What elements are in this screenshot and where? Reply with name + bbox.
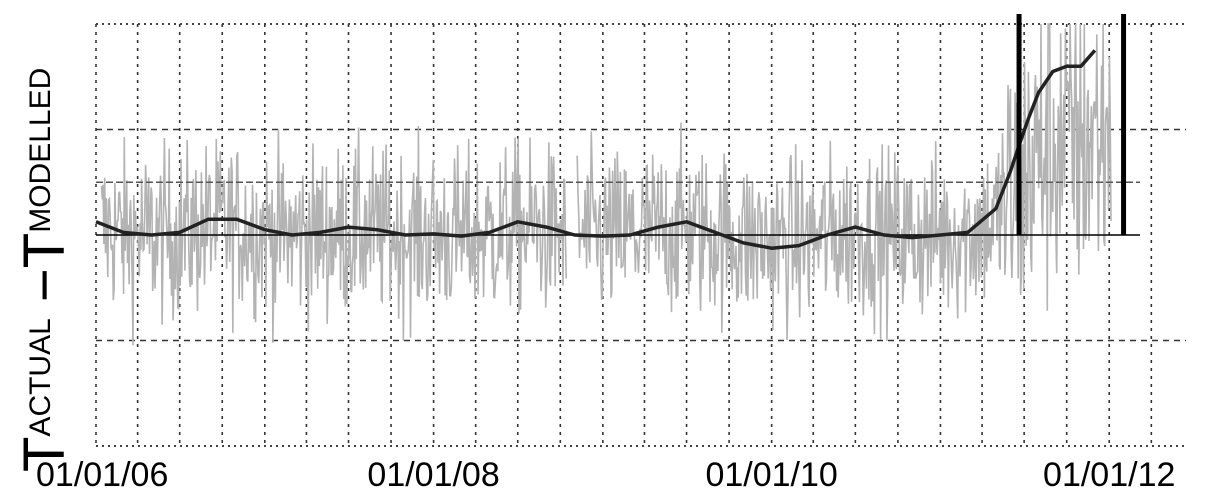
x-tick-label: 01/01/12 <box>1043 456 1175 494</box>
smoothed-line <box>95 49 1097 250</box>
x-tick-label: 01/01/06 <box>36 456 168 494</box>
residual-series <box>100 23 1112 346</box>
y-label-operator: −T <box>12 233 77 318</box>
x-tick-label: 01/01/10 <box>705 456 837 494</box>
y-label-sub-actual: ACTUAL <box>24 318 57 436</box>
residual-segment <box>576 23 1112 341</box>
y-axis-label: TACTUAL −TMODELLED <box>12 68 77 472</box>
x-tick-label: 01/01/08 <box>367 456 499 494</box>
y-label-sub-modelled: MODELLED <box>24 68 57 233</box>
smoothed-series <box>95 49 1097 250</box>
residual-segment <box>100 126 567 346</box>
x-tick-labels: 01/01/06 01/01/08 01/01/10 01/01/12 <box>36 456 1175 494</box>
y-label-main: T <box>12 437 77 472</box>
event-markers <box>1016 14 1127 235</box>
